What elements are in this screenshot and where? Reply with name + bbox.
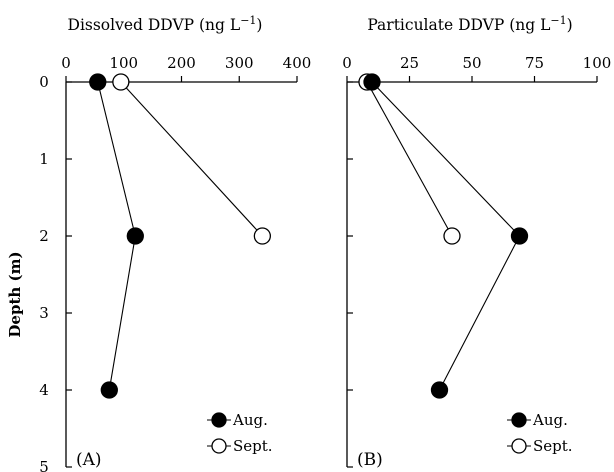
panel-a-y-tick-label: 0 (39, 73, 49, 91)
panel-a-y-tick-label: 3 (39, 304, 49, 322)
panel-b-legend-label: Sept. (533, 437, 573, 455)
panel-b-title-close: ) (567, 16, 573, 34)
panel-a-y-tick-label: 1 (39, 150, 49, 168)
panel-b-point-aug (430, 381, 449, 399)
panel-a-y-tick-label: 5 (39, 458, 49, 472)
panel-a-point-sept (253, 227, 272, 245)
panel-a-legend-marker (211, 412, 227, 428)
panel-a-x-tick-label: 400 (283, 54, 312, 72)
panel-a-title-main: Dissolved DDVP (ng L (68, 16, 241, 34)
panel-b-legend-marker (511, 412, 527, 428)
panel-b-title-main: Particulate DDVP (ng L (367, 16, 550, 34)
panel-b-x-tick-label: 0 (342, 54, 352, 72)
panel-a-x-tick-label: 0 (61, 54, 71, 72)
panel-b-label: (B) (357, 450, 383, 470)
panel-a-y-tick-label: 4 (39, 381, 49, 399)
panel-a-title-close: ) (256, 16, 262, 34)
panel-a-legend-label: Sept. (233, 437, 273, 455)
panel-a-title-sup: −1 (240, 14, 256, 27)
panel-b-x-tick-label: 100 (583, 54, 612, 72)
panel-b-x-tick-label: 75 (525, 54, 544, 72)
panel-b-legend-label: Aug. (532, 411, 568, 429)
panel-a-y-tick-label: 2 (39, 227, 49, 245)
panel-a-point-aug (89, 73, 107, 91)
panel-a-series-line-sept (120, 81, 263, 237)
panel-a-x-tick-label: 300 (225, 54, 254, 72)
panel-b-title-sup: −1 (550, 14, 566, 27)
panel-b: Particulate DDVP (ng L−1) 0 25 50 75 100 (B) Au… (342, 14, 611, 470)
panel-b-series-line-sept (366, 81, 453, 237)
panel-b-point-aug (363, 73, 381, 91)
panel-a-point-aug (100, 381, 118, 399)
panel-a-point-sept (112, 73, 130, 91)
panel-b-x-tick-label: 25 (400, 54, 419, 72)
panel-b-title: Particulate DDVP (ng L−1) (367, 14, 572, 34)
panel-b-point-aug (510, 227, 529, 245)
panel-a-y-axis-label: Depth (m) (6, 251, 24, 337)
panel-a-x-tick-label: 200 (167, 54, 196, 72)
panel-a-title: Dissolved DDVP (ng L−1) (68, 14, 263, 34)
panel-b-point-sept (443, 227, 461, 245)
panel-a-point-aug (126, 227, 144, 245)
panel-a-x-tick-label: 100 (109, 54, 138, 72)
panel-a-legend-label: Aug. (232, 411, 268, 429)
panel-a-label: (A) (76, 450, 102, 470)
panel-a-legend-marker (211, 438, 227, 454)
panel-a: Dissolved DDVP (ng L−1) 0 100 200 300 400 0 1 2 3… (6, 14, 311, 472)
panel-b-x-tick-label: 50 (462, 54, 481, 72)
panel-b-legend-marker (511, 438, 527, 454)
